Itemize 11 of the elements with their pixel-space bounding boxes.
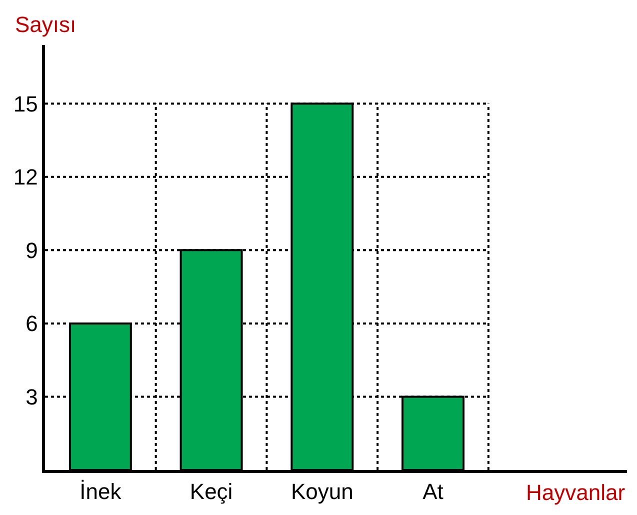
x-tick-label: İnek bbox=[80, 479, 122, 504]
x-tick-label: Keçi bbox=[190, 479, 233, 504]
y-tick-label: 12 bbox=[13, 164, 38, 190]
x-axis-title: Hayvanlar bbox=[526, 480, 626, 505]
y-axis-title: Sayısı bbox=[15, 12, 76, 37]
y-tick-label: 6 bbox=[26, 311, 38, 336]
x-tick-label: At bbox=[422, 479, 444, 504]
y-tick-label: 3 bbox=[26, 384, 38, 410]
y-tick-label: 15 bbox=[13, 91, 38, 116]
x-tick-label: Koyun bbox=[290, 479, 354, 504]
y-tick-label: 9 bbox=[26, 238, 38, 263]
